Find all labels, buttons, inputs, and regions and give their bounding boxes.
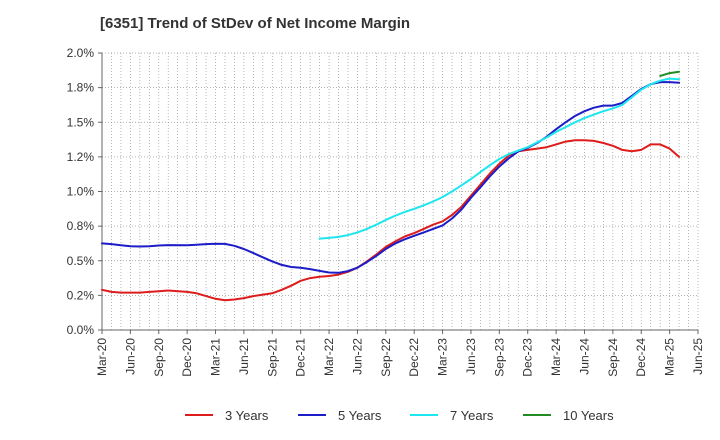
x-tick-label: Mar-22 — [322, 338, 336, 376]
y-tick-label: 1.8% — [67, 81, 95, 95]
y-tick-label: 0.8% — [67, 219, 95, 233]
x-tick-label: Sep-20 — [152, 338, 166, 377]
x-tick-label: Mar-23 — [436, 338, 450, 376]
chart-title: [6351] Trend of StDev of Net Income Marg… — [100, 15, 411, 32]
x-tick-label: Jun-24 — [577, 338, 591, 375]
grid — [101, 52, 699, 331]
x-tick-label: Mar-20 — [95, 338, 109, 376]
x-tick-label: Jun-22 — [350, 338, 364, 375]
x-tick-label: Jun-25 — [691, 338, 705, 375]
x-tick-label: Dec-21 — [294, 338, 308, 377]
y-tick-label: 2.0% — [67, 46, 95, 60]
x-tick-label: Sep-24 — [606, 338, 620, 377]
y-tick-label: 0.5% — [67, 254, 95, 268]
line-chart: 0.0% 0.2% 0.5% 0.8% 1.0% 1.2% 1.5% 1.8% 2.0% Mar-… — [67, 46, 705, 377]
x-tick-label: Jun-23 — [464, 338, 478, 375]
legend-label-3-years: 3 Years — [225, 407, 269, 423]
y-tick-label: 1.2% — [67, 150, 95, 164]
legend-label-7-years: 7 Years — [450, 407, 494, 423]
x-tick-label: Dec-24 — [634, 338, 648, 377]
y-tick-label: 1.0% — [67, 185, 95, 199]
x-tick-label: Dec-22 — [407, 338, 421, 377]
x-tick-label: Mar-21 — [209, 338, 223, 376]
x-tick-label: Jun-20 — [123, 338, 137, 375]
x-tick-label: Mar-25 — [663, 338, 677, 376]
legend: 3 Years 5 Years 7 Years 10 Years — [0, 404, 720, 426]
x-tick-label: Mar-24 — [549, 338, 563, 376]
legend-swatch-3-years — [185, 414, 213, 416]
legend-item-3-years: 3 Years — [185, 404, 268, 426]
legend-swatch-5-years — [298, 414, 326, 416]
legend-label-5-years: 5 Years — [338, 407, 382, 423]
legend-item-5-years: 5 Years — [298, 404, 381, 426]
legend-item-10-years: 10 Years — [523, 404, 614, 426]
legend-swatch-7-years — [410, 414, 438, 416]
x-tick-label: Dec-20 — [180, 338, 194, 377]
y-tick-label: 1.5% — [67, 115, 95, 129]
legend-label-10-years: 10 Years — [563, 407, 614, 423]
series-line-3-years — [101, 139, 681, 302]
series-line-5-years — [101, 81, 681, 274]
legend-swatch-10-years — [523, 414, 551, 416]
series-lines — [101, 70, 681, 302]
x-tick-label: Sep-21 — [265, 338, 279, 377]
x-tick-label: Sep-22 — [379, 338, 393, 377]
series-line-10-years — [659, 70, 681, 77]
x-tick-label: Dec-23 — [521, 338, 535, 377]
x-tick-label: Jun-21 — [237, 338, 251, 375]
y-tick-label: 0.2% — [67, 288, 95, 302]
y-tick-label: 0.0% — [67, 323, 95, 337]
legend-item-7-years: 7 Years — [410, 404, 493, 426]
x-tick-label: Sep-23 — [492, 338, 506, 377]
series-line-7-years — [318, 77, 681, 240]
axes: 0.0% 0.2% 0.5% 0.8% 1.0% 1.2% 1.5% 1.8% 2.0% Mar-… — [67, 46, 705, 377]
